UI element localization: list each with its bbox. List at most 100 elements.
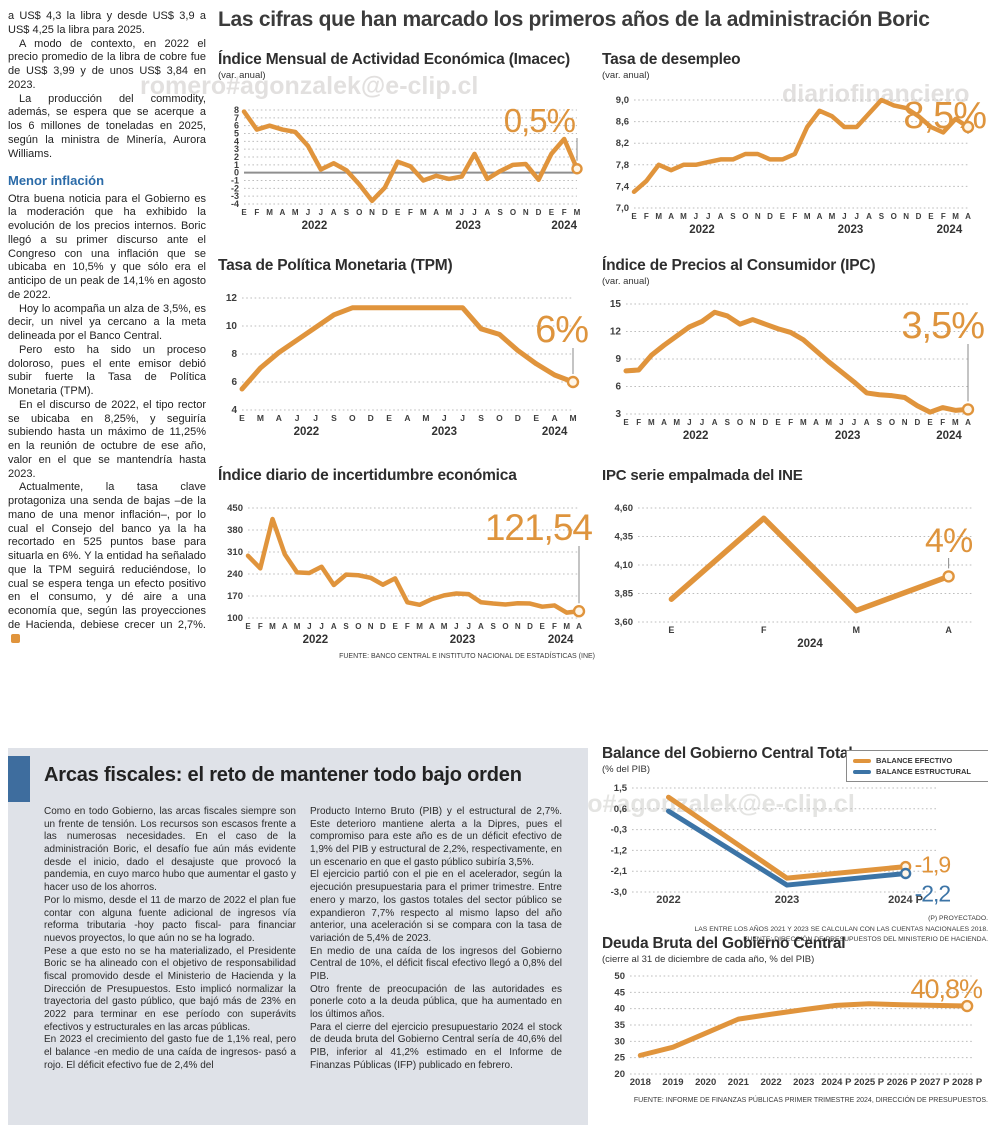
chart-plot-imacec: 8 7 6 5 4 3 2 1 0 -1 -2 -3 -4 E F M A M J J A S O N D E F M A M J J A S O N… — [218, 84, 595, 236]
svg-text:D: D — [382, 208, 388, 217]
svg-text:2023: 2023 — [431, 426, 457, 438]
chart-title: Tasa de desempleo — [602, 51, 741, 68]
svg-text:D: D — [368, 413, 374, 423]
svg-text:4,35: 4,35 — [615, 531, 634, 542]
chart-ipc-ine: IPC serie empalmada del INE 4,60 4,35 4,10… — [602, 468, 988, 652]
svg-text:F: F — [941, 212, 946, 221]
svg-text:O: O — [502, 622, 508, 631]
svg-text:2018: 2018 — [630, 1077, 651, 1088]
svg-text:-1,9: -1,9 — [915, 852, 951, 878]
svg-text:M: M — [266, 208, 273, 217]
chart-subtitle: (var. anual) — [602, 70, 650, 82]
article-paragraph: La producción del commodity, además, se … — [8, 92, 206, 160]
svg-text:2022: 2022 — [683, 430, 709, 442]
fiscal-paragraph: En medio de una caída de los ingresos de… — [310, 945, 562, 982]
svg-text:0: 0 — [234, 168, 239, 178]
fiscal-column-1: Como en todo Gobierno, las arcas fiscale… — [44, 806, 296, 1072]
svg-text:J: J — [295, 413, 300, 423]
svg-text:240: 240 — [227, 569, 243, 580]
svg-text:2024: 2024 — [936, 430, 962, 442]
svg-text:N: N — [755, 212, 761, 221]
svg-text:J: J — [454, 622, 458, 631]
svg-text:M: M — [563, 622, 570, 631]
fiscal-paragraph: En 2023 el crecimiento del gasto fue de … — [44, 1034, 296, 1071]
svg-text:N: N — [523, 208, 529, 217]
chart-source: FUENTE: INFORME DE FINANZAS PÚBLICAS PRI… — [633, 1097, 988, 1105]
svg-text:F: F — [940, 418, 945, 427]
svg-text:E: E — [540, 622, 546, 631]
svg-text:380: 380 — [227, 525, 243, 536]
svg-text:2023: 2023 — [775, 894, 799, 906]
svg-text:40: 40 — [614, 1004, 625, 1015]
svg-text:8,2: 8,2 — [616, 138, 629, 149]
svg-text:A: A — [276, 413, 282, 423]
svg-text:A: A — [813, 418, 819, 427]
svg-text:S: S — [343, 622, 349, 631]
article-left-column: a US$ 4,3 la libra y desde US$ 3,9 a US$… — [8, 10, 206, 646]
svg-text:0,6: 0,6 — [614, 804, 627, 815]
article-subhead: Menor inflación — [8, 173, 105, 189]
chart-subtitle: (var. anual) — [218, 70, 266, 82]
fiscal-paragraph: Como en todo Gobierno, las arcas fiscale… — [44, 806, 296, 894]
svg-text:7,8: 7,8 — [616, 160, 629, 171]
svg-text:4,10: 4,10 — [615, 560, 634, 571]
svg-text:J: J — [854, 212, 858, 221]
svg-text:S: S — [478, 413, 484, 423]
fiscal-panel: Arcas fiscales: el reto de mantener todo… — [8, 748, 588, 1125]
svg-text:E: E — [927, 418, 933, 427]
svg-text:F: F — [562, 208, 567, 217]
svg-text:S: S — [497, 208, 503, 217]
svg-text:A: A — [965, 212, 971, 221]
svg-text:M: M — [416, 622, 423, 631]
svg-text:J: J — [460, 413, 465, 423]
svg-text:2024: 2024 — [551, 220, 577, 232]
svg-text:J: J — [700, 418, 704, 427]
svg-text:40,8%: 40,8% — [910, 974, 983, 1004]
svg-text:12: 12 — [226, 293, 238, 304]
svg-text:F: F — [258, 622, 263, 631]
svg-text:F: F — [408, 208, 413, 217]
svg-text:-2: -2 — [231, 184, 239, 194]
article-paragraph: A modo de contexto, en 2022 el precio pr… — [8, 37, 206, 91]
accent-bar — [8, 756, 30, 802]
svg-text:S: S — [331, 413, 337, 423]
chart-title: Balance del Gobierno Central Total — [602, 745, 853, 762]
svg-text:M: M — [829, 212, 836, 221]
svg-text:100: 100 — [227, 613, 243, 624]
svg-text:J: J — [687, 418, 691, 427]
svg-text:A: A — [433, 208, 439, 217]
svg-text:M: M — [420, 208, 427, 217]
svg-text:N: N — [750, 418, 756, 427]
svg-text:A: A — [478, 622, 484, 631]
chart-imacec: Índice Mensual de Actividad Económica (I… — [218, 51, 595, 236]
svg-text:J: J — [472, 208, 476, 217]
svg-text:O: O — [889, 418, 895, 427]
chart-balance: Balance del Gobierno Central Total (% de… — [602, 745, 988, 946]
chart-plot-desempleo: 9,0 8,6 8,2 7,8 7,4 7,0 E F M A M J J A S O N D E F M A M J J A S O… — [602, 84, 988, 242]
svg-text:M: M — [574, 208, 581, 217]
chart-subtitle: (var. anual) — [602, 276, 650, 288]
svg-text:A: A — [817, 212, 823, 221]
svg-text:A: A — [331, 208, 337, 217]
svg-text:M: M — [257, 413, 264, 423]
chart-legend: BALANCE EFECTIVO BALANCE ESTRUCTURAL — [846, 750, 988, 782]
svg-text:2024 P: 2024 P — [888, 894, 923, 906]
svg-text:A: A — [484, 208, 490, 217]
legend-label: BALANCE EFECTIVO — [876, 756, 953, 765]
svg-text:M: M — [804, 212, 811, 221]
svg-text:2020: 2020 — [695, 1077, 716, 1088]
svg-text:30: 30 — [614, 1037, 625, 1048]
svg-text:E: E — [549, 208, 555, 217]
chart-plot-tpm: 12 10 8 6 4 E M A J J S O D E A M J J S O D E A M 2022 2023 2024 6% — [218, 284, 595, 444]
svg-text:2021: 2021 — [728, 1077, 750, 1088]
svg-text:M: M — [673, 418, 680, 427]
svg-text:D: D — [380, 622, 386, 631]
svg-text:2019: 2019 — [662, 1077, 683, 1088]
legend-label: BALANCE ESTRUCTURAL — [876, 767, 971, 776]
chart-plot-ipc-ine: 4,60 4,35 4,10 3,85 3,60 E F M A 2024 4% — [602, 494, 988, 652]
svg-text:D: D — [914, 418, 920, 427]
svg-text:S: S — [344, 208, 350, 217]
svg-text:E: E — [533, 413, 539, 423]
svg-text:4: 4 — [231, 405, 237, 416]
svg-text:2022: 2022 — [760, 1077, 781, 1088]
